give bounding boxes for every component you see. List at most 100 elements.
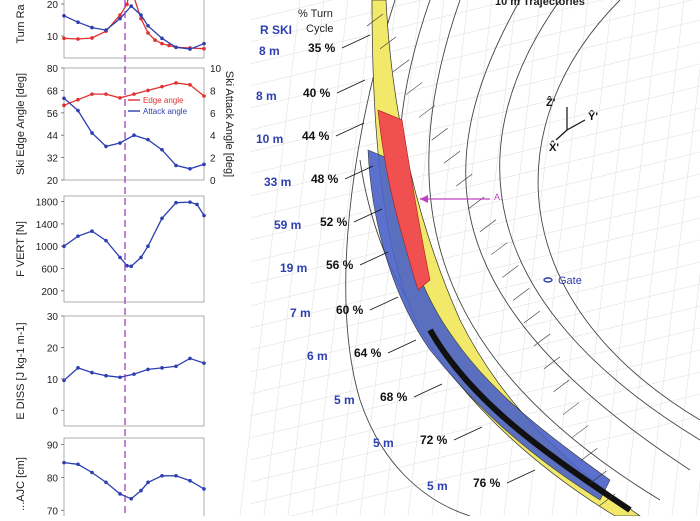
data-point [104, 238, 108, 243]
turn-pct-value: 72 % [420, 433, 448, 447]
turn-pct-value: 68 % [380, 390, 408, 404]
panel-frame [63, 195, 205, 303]
data-point [202, 213, 206, 218]
panel-frame [63, 0, 205, 59]
y-tick-label: 0 [52, 406, 58, 417]
leader-line [341, 34, 371, 49]
y-tick-label: 70 [47, 506, 59, 516]
trajectory-curve [537, 0, 700, 421]
leader-line [453, 426, 483, 441]
y-tick-label: 56 [47, 109, 59, 120]
gate-icon [543, 277, 553, 283]
data-point [160, 41, 164, 46]
axis-triad: Ẑ' Ŷ' X̂' [546, 96, 598, 154]
ski-outline [543, 356, 561, 370]
rski-value: 19 m [280, 261, 307, 275]
panel-frame [63, 315, 205, 427]
data-point [90, 131, 94, 135]
grid-line [249, 261, 700, 373]
leader-line [413, 383, 443, 398]
y-tick-label: 44 [47, 131, 59, 142]
data-point [167, 43, 171, 48]
data-point [129, 4, 133, 8]
data-point [174, 45, 178, 50]
grid-line [455, 0, 517, 517]
pct-header: % Turn [298, 8, 333, 20]
data-point [76, 108, 80, 113]
grid-line [623, 0, 685, 517]
data-point [90, 92, 94, 96]
ski-outline [418, 105, 436, 118]
panel-3: 1800 1400 1000 600 200 F VERT [N] [15, 195, 206, 303]
grid-line [249, 107, 700, 219]
rski-value: 5 m [334, 393, 355, 407]
panel-1: 20 10 Turn Ra [15, 0, 206, 59]
ski-outline [598, 493, 616, 507]
grid-line [479, 0, 541, 517]
data-point [153, 38, 157, 42]
y-tick-label: 10 [47, 32, 59, 43]
grid-line [311, 0, 373, 517]
panel-frame [63, 437, 205, 521]
leader-line [359, 251, 389, 266]
data-point [104, 28, 108, 32]
series-line [63, 357, 205, 381]
data-point [160, 84, 164, 89]
data-point [160, 216, 164, 221]
ski-outline [523, 310, 540, 324]
data-point [188, 167, 192, 171]
y2-tick-label: 10 [210, 64, 222, 75]
data-point [118, 13, 122, 17]
series-line [63, 201, 205, 267]
rski-value: 8 m [256, 89, 277, 103]
y-tick-label: 1000 [36, 242, 59, 253]
data-point [76, 20, 80, 25]
data-point [62, 13, 66, 18]
data-point [146, 31, 150, 35]
pct-header: Cycle [306, 23, 334, 35]
leader-line [369, 296, 399, 311]
y2-tick-label: 4 [210, 131, 216, 142]
grid-line [249, 151, 700, 263]
data-point [90, 25, 94, 30]
y-axis-label: Turn Ra [15, 3, 27, 43]
ski-outline [502, 265, 519, 278]
grid-line [249, 63, 700, 175]
y2-axis-label: Ski Attack Angle [deg] [223, 71, 235, 177]
data-point [188, 47, 192, 51]
data-point [62, 460, 66, 465]
ski-outline [392, 59, 410, 72]
y-tick-label: 20 [47, 0, 59, 11]
y-tick-label: 200 [41, 287, 58, 298]
grid-line [249, 371, 700, 483]
data-point [174, 473, 178, 478]
data-point [188, 83, 192, 87]
grid-line [249, 85, 700, 197]
grid-line [431, 0, 493, 517]
data-point [160, 473, 164, 478]
data-point [146, 244, 150, 249]
ski-band-red [377, 109, 431, 291]
rski-value: 5 m [427, 479, 448, 493]
panel-frame [63, 67, 205, 181]
data-point [104, 373, 108, 378]
y2-tick-label: 2 [210, 154, 216, 165]
legend-label: Attack angle [143, 107, 188, 116]
y-axis-label: Ski Edge Angle [deg] [15, 73, 27, 175]
grid-line [287, 0, 349, 517]
grid-line [249, 0, 514, 65]
ski-outline [553, 379, 570, 392]
data-point [202, 46, 206, 51]
grid-line [551, 0, 613, 517]
data-point [174, 81, 178, 85]
data-point [118, 96, 122, 100]
data-point [202, 487, 206, 491]
panel-4: 30 20 10 0 E DISS [J kg-1 m-1] [15, 312, 206, 427]
data-point [76, 37, 80, 41]
data-point [118, 492, 122, 496]
data-point [90, 370, 94, 375]
turn-pct-value: 64 % [354, 346, 382, 360]
data-point [125, 2, 129, 7]
